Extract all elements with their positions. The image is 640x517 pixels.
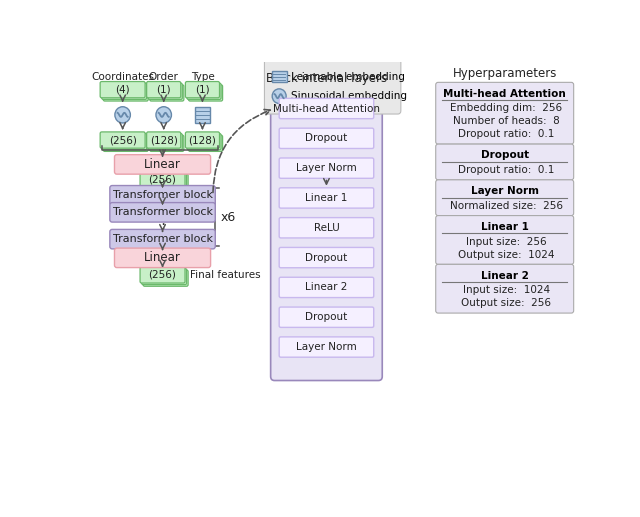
FancyBboxPatch shape: [279, 188, 374, 208]
FancyBboxPatch shape: [279, 337, 374, 357]
Text: Sinusoidal embedding: Sinusoidal embedding: [291, 91, 407, 101]
Text: Linear 2: Linear 2: [305, 282, 348, 293]
Text: (256): (256): [148, 270, 177, 280]
Text: Number of heads:  8: Number of heads: 8: [453, 116, 559, 126]
Text: Dropout: Dropout: [305, 312, 348, 322]
FancyBboxPatch shape: [141, 268, 187, 285]
Text: (1): (1): [156, 85, 171, 95]
Text: (256): (256): [109, 135, 136, 145]
Text: Dropout: Dropout: [305, 133, 348, 143]
FancyBboxPatch shape: [100, 82, 145, 98]
Text: ReLU: ReLU: [314, 223, 339, 233]
FancyBboxPatch shape: [186, 82, 220, 98]
Text: Block internal layers: Block internal layers: [266, 72, 387, 85]
Text: Dropout: Dropout: [481, 150, 529, 160]
FancyBboxPatch shape: [436, 264, 573, 313]
FancyBboxPatch shape: [140, 171, 185, 187]
Text: Multi-head Attention: Multi-head Attention: [273, 103, 380, 114]
FancyBboxPatch shape: [100, 132, 145, 148]
FancyBboxPatch shape: [189, 85, 223, 101]
Text: Input size:  1024: Input size: 1024: [463, 285, 550, 295]
FancyBboxPatch shape: [148, 83, 182, 99]
FancyBboxPatch shape: [279, 277, 374, 298]
Text: Hyperparameters: Hyperparameters: [452, 67, 557, 80]
FancyBboxPatch shape: [148, 133, 182, 150]
FancyBboxPatch shape: [279, 218, 374, 238]
Text: Layer Norm: Layer Norm: [296, 163, 357, 173]
FancyBboxPatch shape: [187, 83, 221, 99]
FancyBboxPatch shape: [436, 216, 573, 264]
FancyBboxPatch shape: [436, 82, 573, 144]
Text: Multi-head Attention: Multi-head Attention: [444, 89, 566, 99]
Text: Output size:  256: Output size: 256: [461, 298, 551, 308]
Text: Learnable embedding: Learnable embedding: [291, 72, 404, 82]
Text: Normalized size:  256: Normalized size: 256: [450, 201, 563, 211]
FancyBboxPatch shape: [271, 83, 382, 381]
FancyBboxPatch shape: [103, 85, 148, 101]
FancyBboxPatch shape: [436, 180, 573, 216]
FancyBboxPatch shape: [143, 174, 188, 190]
Text: Linear 1: Linear 1: [305, 193, 348, 203]
FancyBboxPatch shape: [141, 173, 187, 189]
FancyBboxPatch shape: [436, 144, 573, 180]
Text: Layer Norm: Layer Norm: [470, 186, 539, 196]
FancyBboxPatch shape: [279, 307, 374, 327]
Text: Transformer block: Transformer block: [113, 234, 212, 244]
Text: Embedding dim:  256: Embedding dim: 256: [450, 103, 563, 113]
Text: (4): (4): [115, 85, 130, 95]
FancyBboxPatch shape: [102, 133, 147, 150]
Text: Type: Type: [191, 72, 214, 82]
Circle shape: [156, 107, 172, 123]
FancyBboxPatch shape: [186, 132, 220, 148]
FancyBboxPatch shape: [140, 267, 185, 283]
FancyBboxPatch shape: [147, 132, 180, 148]
Circle shape: [115, 107, 131, 123]
Text: (128): (128): [150, 135, 178, 145]
Circle shape: [272, 89, 286, 103]
Text: Input size:  256: Input size: 256: [466, 237, 547, 247]
FancyBboxPatch shape: [264, 59, 401, 114]
FancyBboxPatch shape: [147, 82, 180, 98]
Text: Linear 2: Linear 2: [481, 271, 529, 281]
FancyBboxPatch shape: [189, 135, 223, 151]
Text: Final features: Final features: [191, 270, 261, 280]
Text: Layer Norm: Layer Norm: [296, 342, 357, 352]
Text: Linear 1: Linear 1: [481, 222, 529, 232]
FancyBboxPatch shape: [110, 230, 215, 249]
FancyBboxPatch shape: [279, 98, 374, 119]
Text: Output size:  1024: Output size: 1024: [458, 250, 554, 260]
FancyBboxPatch shape: [115, 248, 211, 268]
FancyBboxPatch shape: [279, 248, 374, 268]
FancyBboxPatch shape: [102, 83, 147, 99]
Text: Order: Order: [148, 72, 179, 82]
Text: Transformer block: Transformer block: [113, 190, 212, 200]
FancyBboxPatch shape: [150, 135, 184, 151]
Text: Linear: Linear: [144, 251, 181, 264]
Text: (128): (128): [189, 135, 216, 145]
FancyBboxPatch shape: [110, 203, 215, 222]
FancyBboxPatch shape: [187, 133, 221, 150]
Text: Dropout: Dropout: [305, 253, 348, 263]
FancyBboxPatch shape: [279, 158, 374, 178]
FancyBboxPatch shape: [150, 85, 184, 101]
Text: Transformer block: Transformer block: [113, 207, 212, 217]
Text: (256): (256): [148, 174, 177, 184]
Text: Dropout ratio:  0.1: Dropout ratio: 0.1: [458, 129, 554, 140]
Text: Dropout ratio:  0.1: Dropout ratio: 0.1: [458, 165, 554, 175]
FancyBboxPatch shape: [195, 107, 210, 123]
Text: (1): (1): [195, 85, 210, 95]
FancyBboxPatch shape: [272, 71, 287, 82]
Text: ⋮: ⋮: [155, 217, 170, 232]
Text: x6: x6: [221, 211, 236, 224]
Text: Linear: Linear: [144, 158, 181, 171]
FancyBboxPatch shape: [115, 155, 211, 174]
FancyBboxPatch shape: [103, 135, 148, 151]
Text: Coordinates: Coordinates: [91, 72, 154, 82]
FancyBboxPatch shape: [279, 128, 374, 148]
FancyBboxPatch shape: [143, 270, 188, 286]
FancyBboxPatch shape: [110, 186, 215, 205]
